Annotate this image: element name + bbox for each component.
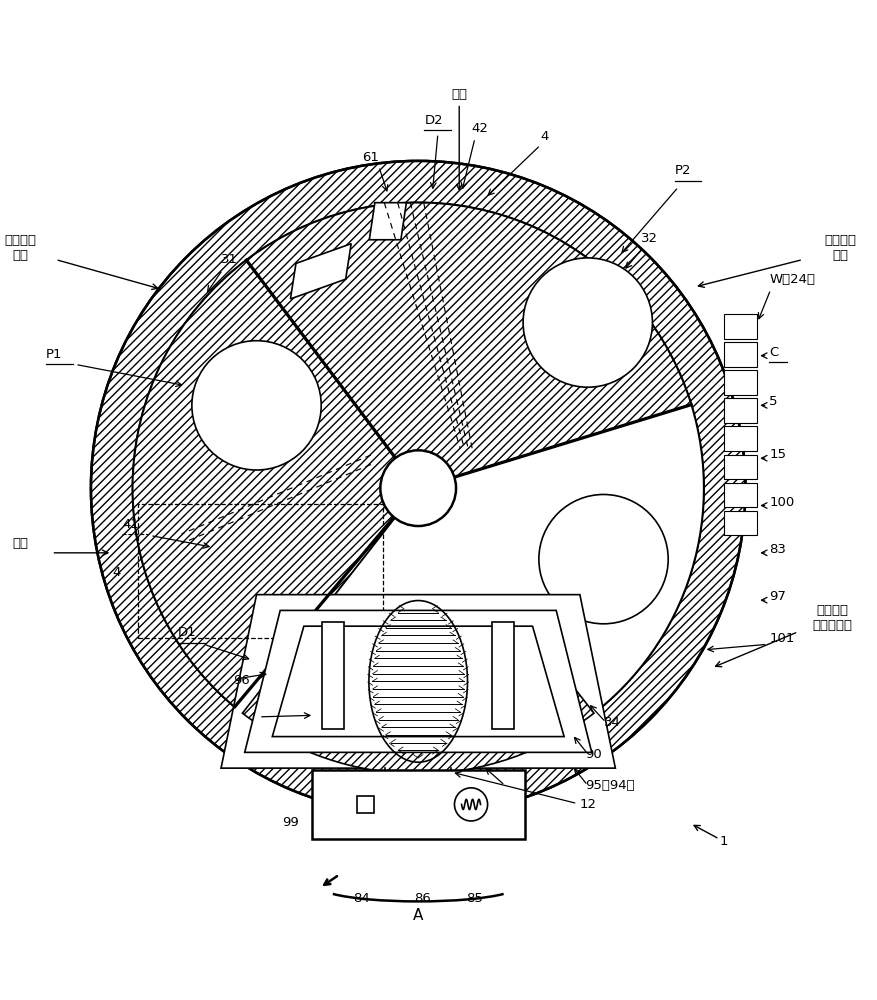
Text: 61: 61 xyxy=(362,151,380,164)
Text: A: A xyxy=(413,908,424,923)
Bar xyxy=(357,796,374,813)
Circle shape xyxy=(523,258,652,387)
Text: D1: D1 xyxy=(178,626,196,639)
Text: W（24）: W（24） xyxy=(769,273,815,286)
Text: 100: 100 xyxy=(769,496,795,509)
Polygon shape xyxy=(290,244,351,299)
Wedge shape xyxy=(242,647,594,774)
Wedge shape xyxy=(132,260,418,713)
Text: 等离子体
产生用气体: 等离子体 产生用气体 xyxy=(812,604,852,632)
Text: P1: P1 xyxy=(46,348,62,361)
Text: 80: 80 xyxy=(330,798,346,811)
Text: C: C xyxy=(769,346,779,359)
Text: P2: P2 xyxy=(674,164,691,177)
Bar xyxy=(724,398,758,423)
Text: 34: 34 xyxy=(603,716,620,729)
Text: 96: 96 xyxy=(233,674,250,687)
Text: 4: 4 xyxy=(540,130,549,143)
Text: 86: 86 xyxy=(414,892,431,905)
Wedge shape xyxy=(246,203,691,488)
Bar xyxy=(724,511,758,535)
Text: 第２处理
气体: 第２处理 气体 xyxy=(824,234,856,262)
Polygon shape xyxy=(221,595,616,768)
Circle shape xyxy=(192,341,321,470)
Bar xyxy=(492,622,515,729)
Bar xyxy=(724,370,758,395)
Text: 第１処理
气体: 第１処理 气体 xyxy=(4,234,36,262)
Text: 84: 84 xyxy=(353,892,370,905)
Text: 31: 31 xyxy=(221,253,238,266)
Bar xyxy=(724,342,758,367)
Bar xyxy=(724,314,758,339)
Wedge shape xyxy=(91,161,745,815)
Text: 5: 5 xyxy=(769,395,778,408)
Text: 99: 99 xyxy=(282,816,299,829)
Text: 氮气: 氮气 xyxy=(451,88,467,190)
Bar xyxy=(724,455,758,479)
Text: 4: 4 xyxy=(113,566,121,579)
Circle shape xyxy=(381,450,456,526)
Text: 15: 15 xyxy=(769,448,786,461)
Text: 32: 32 xyxy=(640,232,658,245)
Circle shape xyxy=(538,494,668,624)
Text: 83: 83 xyxy=(769,543,786,556)
Text: 12: 12 xyxy=(580,798,597,811)
Wedge shape xyxy=(242,405,703,774)
Text: 41: 41 xyxy=(123,518,139,531)
Text: 42: 42 xyxy=(472,122,488,135)
Text: 62: 62 xyxy=(257,711,274,724)
Bar xyxy=(724,483,758,507)
Text: 1: 1 xyxy=(719,835,728,848)
Text: 91: 91 xyxy=(503,779,520,792)
Polygon shape xyxy=(273,626,564,737)
Bar xyxy=(139,504,382,638)
Text: 90: 90 xyxy=(585,748,602,761)
Text: 95（94）: 95（94） xyxy=(585,779,635,792)
FancyBboxPatch shape xyxy=(311,770,524,839)
Text: 85: 85 xyxy=(467,892,483,905)
Text: 97: 97 xyxy=(769,590,786,603)
Bar xyxy=(322,622,344,729)
Text: D2: D2 xyxy=(424,114,443,127)
Bar xyxy=(724,426,758,451)
Polygon shape xyxy=(369,203,406,240)
Text: 101: 101 xyxy=(769,632,795,645)
Polygon shape xyxy=(245,610,592,752)
Text: 氮气: 氮气 xyxy=(12,537,28,550)
